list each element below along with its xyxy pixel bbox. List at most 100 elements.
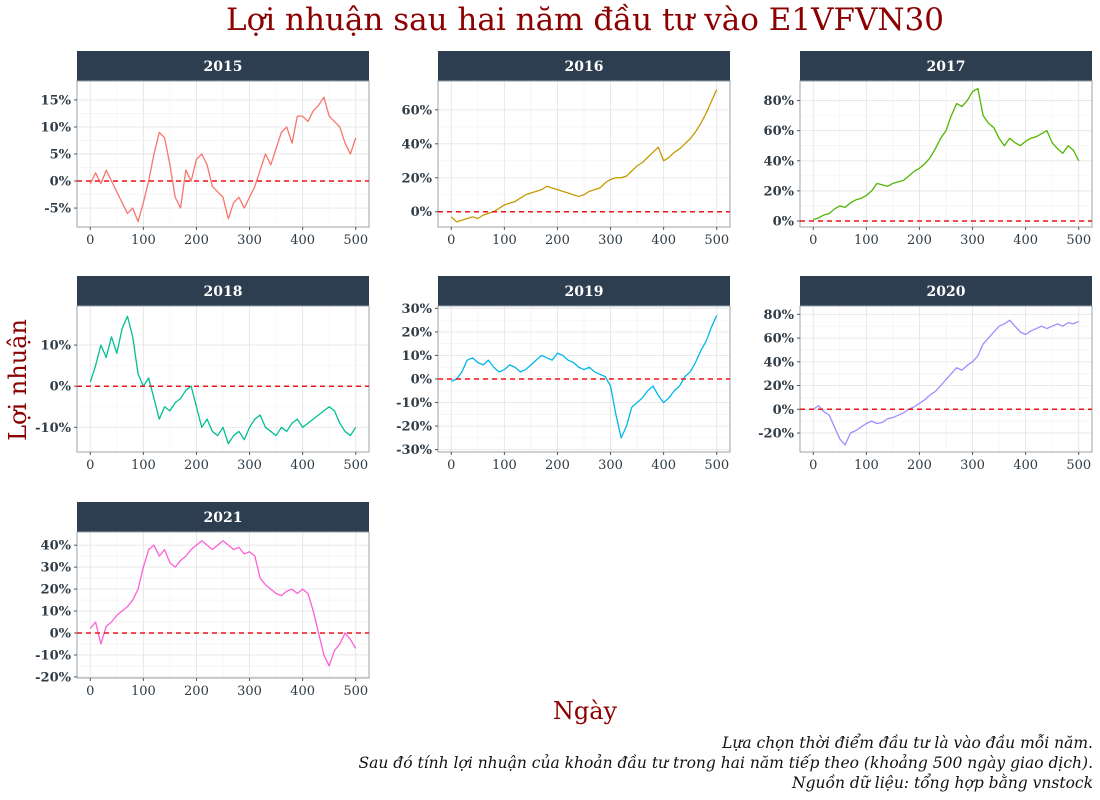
y-tick-label: -30%	[396, 443, 432, 458]
y-tick-label: 60%	[764, 124, 795, 139]
x-tick-label: 400	[290, 684, 315, 699]
y-tick-label: 80%	[764, 308, 795, 323]
x-tick-label: 300	[237, 233, 262, 248]
series-line	[451, 315, 718, 439]
x-tick-label: 100	[492, 458, 517, 473]
x-tick-label: 200	[545, 458, 570, 473]
x-tick-label: 500	[704, 458, 729, 473]
x-tick-label: 500	[704, 233, 729, 248]
y-tick-label: -20%	[758, 427, 794, 442]
y-tick-label: 60%	[402, 103, 433, 118]
facet-strip-label: 2017	[927, 59, 966, 75]
y-tick-label: 0%	[50, 626, 72, 641]
facet-strip	[77, 502, 369, 532]
series-line	[813, 87, 1080, 221]
facet-strip	[438, 276, 730, 306]
x-tick-label: 400	[651, 458, 676, 473]
facet-panel-2017: 2017 0 100 200 300 400 500 0% 20% 40% 60% 80%	[764, 51, 1093, 248]
x-tick-label: 400	[651, 233, 676, 248]
y-tick-label: 30%	[41, 561, 72, 576]
x-tick-label: 300	[598, 233, 623, 248]
y-tick-label: 0%	[50, 175, 72, 190]
y-tick-label: -5%	[44, 202, 71, 217]
panel-border	[76, 531, 370, 679]
x-tick-label: 300	[960, 233, 985, 248]
x-tick-label: 500	[1066, 458, 1091, 473]
facet-strip	[77, 51, 369, 81]
x-tick-label: 0	[809, 458, 817, 473]
y-tick-label: 40%	[402, 137, 433, 152]
series-line	[812, 319, 1079, 446]
caption-line: Sau đó tính lợi nhuận của khoản đầu tư t…	[358, 754, 1094, 772]
y-tick-label: 40%	[764, 154, 795, 169]
facet-panel-2016: 2016 0 100 200 300 400 500 0% 20% 40% 60%	[402, 51, 731, 248]
y-tick-label: -10%	[35, 648, 71, 663]
y-tick-label: 10%	[41, 120, 72, 135]
y-tick-label: 10%	[41, 339, 72, 354]
x-tick-label: 0	[86, 684, 94, 699]
x-tick-label: 400	[1013, 458, 1038, 473]
facet-panel-2015: 2015 0 100 200 300 400 500 -5% 0% 5% 10% 15%	[41, 51, 370, 248]
x-tick-label: 400	[290, 458, 315, 473]
facet-strip	[800, 276, 1092, 306]
y-tick-label: 0%	[411, 373, 433, 388]
facet-strip	[800, 51, 1092, 81]
y-tick-label: 0%	[773, 214, 795, 229]
caption-line: Lựa chọn thời điểm đầu tư là vào đầu mỗi…	[722, 734, 1093, 752]
y-tick-label: 30%	[402, 302, 433, 317]
x-tick-label: 100	[131, 458, 156, 473]
x-tick-label: 0	[447, 458, 455, 473]
facet-panel-2018: 2018 0 100 200 300 400 500 -10% 0% 10%	[35, 276, 370, 473]
x-tick-label: 0	[86, 458, 94, 473]
y-tick-label: 10%	[402, 349, 433, 364]
facet-strip	[438, 51, 730, 81]
x-axis-label: Ngày	[552, 697, 618, 725]
x-tick-label: 100	[131, 684, 156, 699]
y-tick-label: -10%	[396, 396, 432, 411]
y-tick-label: 5%	[50, 148, 72, 163]
y-tick-label: 15%	[41, 93, 72, 108]
x-tick-label: 400	[1013, 233, 1038, 248]
x-tick-label: 100	[854, 233, 879, 248]
facet-strip-label: 2015	[204, 59, 243, 75]
x-tick-label: 100	[131, 233, 156, 248]
y-tick-label: 20%	[764, 184, 795, 199]
x-tick-label: 500	[343, 458, 368, 473]
y-tick-label: 40%	[764, 355, 795, 370]
panel-border	[799, 305, 1093, 453]
facet-strip-label: 2019	[565, 284, 604, 300]
y-tick-label: 0%	[411, 205, 433, 220]
x-tick-label: 200	[907, 458, 932, 473]
x-tick-label: 200	[184, 458, 209, 473]
facet-strip-label: 2020	[927, 284, 966, 300]
caption-line: Nguồn dữ liệu: tổng hợp bằng vnstock	[792, 774, 1093, 792]
y-tick-label: 10%	[41, 605, 72, 620]
x-tick-label: 500	[343, 233, 368, 248]
series-line	[450, 89, 718, 223]
y-tick-label: 0%	[773, 403, 795, 418]
y-tick-label: 20%	[764, 379, 795, 394]
series-line	[89, 96, 357, 223]
y-tick-label: -20%	[35, 670, 71, 685]
x-tick-label: 0	[447, 233, 455, 248]
chart-title: Lợi nhuận sau hai năm đầu tư vào E1VFVN3…	[226, 2, 944, 38]
x-tick-label: 200	[184, 684, 209, 699]
x-tick-label: 500	[1066, 233, 1091, 248]
facet-strip-label: 2016	[565, 59, 604, 75]
y-tick-label: 20%	[402, 171, 433, 186]
x-tick-label: 100	[854, 458, 879, 473]
series-line	[89, 315, 357, 445]
y-tick-label: 60%	[764, 332, 795, 347]
y-tick-label: -20%	[396, 420, 432, 435]
y-tick-label: 80%	[764, 94, 795, 109]
y-tick-label: 40%	[41, 539, 72, 554]
y-tick-label: 20%	[41, 583, 72, 598]
x-tick-label: 500	[343, 684, 368, 699]
x-tick-label: 400	[290, 233, 315, 248]
x-tick-label: 300	[237, 458, 262, 473]
x-tick-label: 0	[86, 233, 94, 248]
y-tick-label: 20%	[402, 325, 433, 340]
x-tick-label: 300	[960, 458, 985, 473]
x-tick-label: 200	[907, 233, 932, 248]
